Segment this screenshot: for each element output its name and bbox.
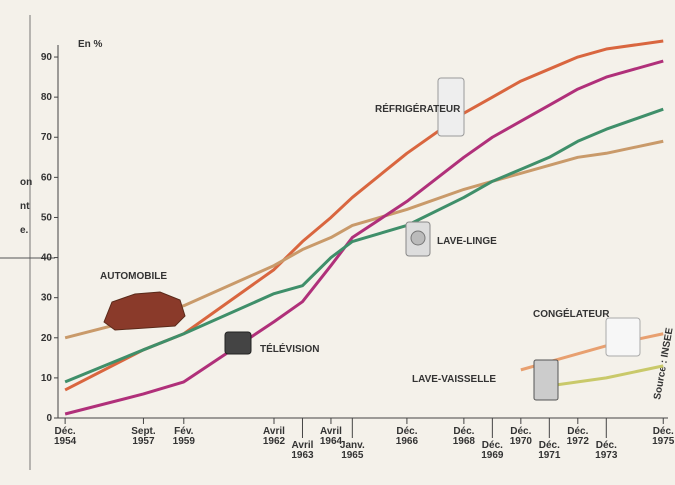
series-label: LAVE-VAISSELLE (412, 374, 496, 385)
washer-door (411, 231, 425, 245)
y-unit: En % (78, 39, 103, 50)
y-tick-label: 0 (46, 413, 52, 424)
background (0, 0, 675, 485)
chart: En % Source : INSEE onnte.01020304050607… (0, 0, 675, 485)
tv-icon (225, 332, 251, 354)
side-note: nt (20, 201, 30, 212)
series-label: AUTOMOBILE (100, 271, 167, 282)
y-tick-label: 20 (41, 333, 53, 344)
y-tick-label: 30 (41, 293, 53, 304)
y-tick-label: 10 (41, 373, 53, 384)
x-tick-label: Déc.1971 (538, 440, 561, 461)
x-tick-label: Fév.1959 (173, 426, 196, 447)
side-note: on (20, 177, 32, 188)
series-label: TÉLÉVISION (260, 342, 319, 355)
x-tick-label: Déc.1973 (595, 440, 618, 461)
x-tick-label: Déc.1972 (567, 426, 590, 447)
y-tick-label: 40 (41, 253, 53, 264)
series-label: LAVE-LINGE (437, 236, 497, 247)
series-label: CONGÉLATEUR (533, 307, 610, 320)
y-tick-label: 90 (41, 52, 53, 63)
x-tick-label: Déc.1975 (652, 426, 675, 447)
x-tick-label: Sept.1957 (131, 426, 156, 447)
y-tick-label: 70 (41, 132, 53, 143)
y-tick-label: 80 (41, 92, 53, 103)
y-tick-label: 60 (41, 172, 53, 183)
series-label: RÉFRIGÉRATEUR (375, 102, 461, 115)
x-tick-label: Déc.1968 (453, 426, 476, 447)
x-tick-label: Déc.1969 (481, 440, 504, 461)
x-tick-label: Déc.1954 (54, 426, 77, 447)
y-tick-label: 50 (41, 212, 53, 223)
x-tick-label: Déc.1966 (396, 426, 419, 447)
dishwasher-icon (534, 360, 558, 400)
x-tick-label: Déc.1970 (510, 426, 533, 447)
side-note: e. (20, 225, 29, 236)
freezer-icon (606, 318, 640, 356)
x-tick-label: Janv.1965 (340, 440, 365, 461)
